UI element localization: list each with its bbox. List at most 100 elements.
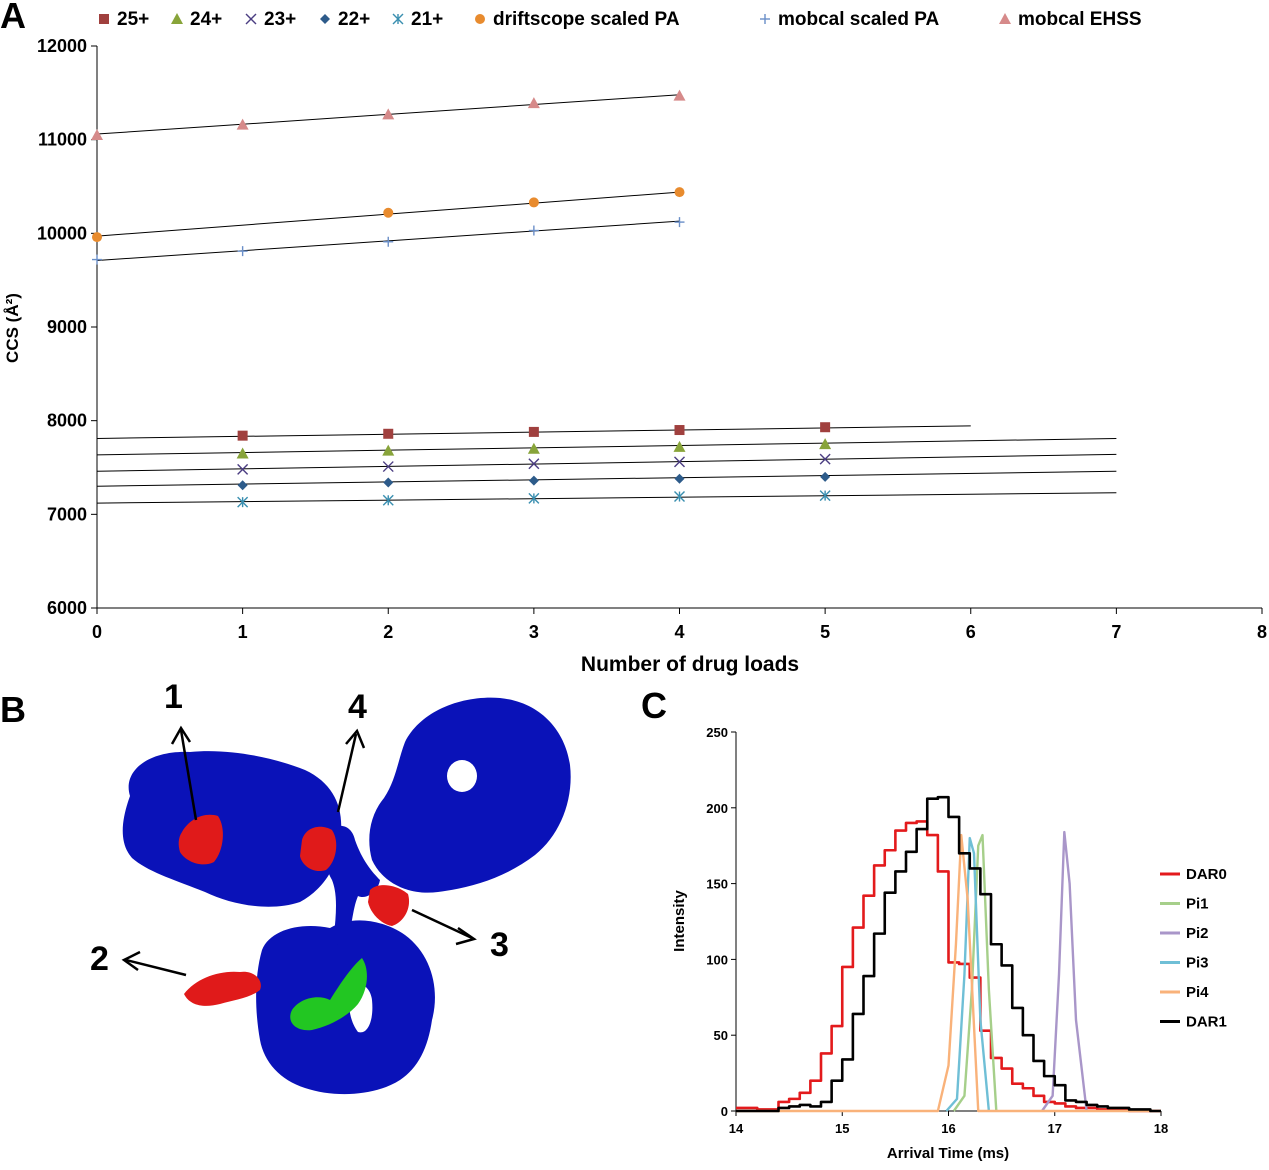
y-tick-label: 250 — [706, 725, 728, 740]
y-axis-label-c: Intensity — [671, 890, 688, 952]
series-c — [736, 795, 1161, 1113]
data-point — [236, 447, 249, 459]
y-tick-label: 9000 — [47, 317, 87, 337]
x-axis-label-a: Number of drug loads — [581, 653, 799, 676]
data-point — [382, 494, 394, 506]
x-axis-label-c: Arrival Time (ms) — [887, 1145, 1009, 1162]
data-point — [237, 496, 249, 508]
y-tick-label: 7000 — [47, 504, 87, 524]
data-point — [674, 187, 685, 198]
legend-label: DAR0 — [1186, 866, 1227, 883]
hinge-surface — [324, 825, 380, 946]
fab-right-surface — [369, 697, 571, 893]
glycan — [290, 958, 367, 1031]
x-tick-label: 3 — [529, 622, 539, 642]
arrow-4 — [336, 733, 358, 813]
legend-label: 21+ — [411, 9, 443, 30]
legend-marker — [392, 13, 404, 25]
x-tick-label: 17 — [1048, 1121, 1062, 1136]
series-line-dar1 — [736, 795, 1161, 1113]
legend-item: mobcal EHSS — [999, 9, 1142, 30]
series-line-dar0 — [736, 820, 1161, 1113]
data-point — [92, 232, 102, 243]
x-tick-label: 6 — [966, 622, 976, 642]
data-point — [382, 444, 395, 456]
legend-item: 22+ — [320, 9, 370, 30]
legend-marker — [760, 14, 770, 24]
legend-item: driftscope scaled PA — [475, 9, 680, 30]
x-tick-label: 16 — [941, 1121, 955, 1136]
data-point — [383, 207, 394, 218]
panel-letter-a: A — [0, 0, 26, 36]
legend-item: DAR1 — [1160, 1014, 1227, 1031]
series-line-pi3 — [945, 836, 991, 1112]
data-point — [528, 458, 540, 470]
legend-label: 22+ — [338, 9, 370, 30]
data-point — [674, 217, 685, 228]
fab-right-cavity — [447, 760, 477, 792]
site-label-3: 3 — [490, 926, 509, 964]
data-point — [528, 426, 539, 437]
site-arrows — [121, 725, 477, 977]
series-line-pi1 — [952, 833, 998, 1112]
legend-item: Pi1 — [1160, 896, 1209, 913]
site-label-1: 1 — [164, 678, 183, 716]
panel-b: B — [0, 678, 571, 1095]
legend-label: 24+ — [190, 9, 222, 30]
data-point — [236, 118, 249, 130]
legend-marker — [99, 14, 109, 24]
series-line-pi4 — [736, 833, 1161, 1113]
x-tick-label: 14 — [729, 1121, 744, 1136]
legend-label: mobcal EHSS — [1018, 9, 1142, 30]
legend-item: 24+ — [171, 9, 222, 30]
legend-label: 23+ — [264, 9, 296, 30]
data-point — [237, 430, 248, 441]
y-tick-label: 10000 — [37, 223, 87, 243]
panel-a: A 25+ 24+ 23+ 22+ 21+ driftscope scaled PA mob… — [0, 0, 1267, 676]
legend-item: Pi4 — [1160, 984, 1209, 1001]
legend-label: Pi2 — [1186, 925, 1209, 942]
legend-marker — [320, 14, 330, 24]
legend-marker — [171, 13, 183, 24]
data-point — [674, 425, 685, 436]
trendlines-a — [96, 94, 1117, 504]
ticks-c: 14 15 16 17 18 0 50 100 150 200 250 — [706, 725, 1168, 1136]
data-point — [528, 475, 539, 486]
data-point — [674, 491, 685, 503]
x-tick-label: 18 — [1154, 1121, 1168, 1136]
legend-marker — [245, 13, 257, 25]
x-tick-label: 4 — [674, 622, 684, 642]
legend-label: Pi1 — [1186, 896, 1209, 913]
series-line-pi2 — [1041, 830, 1088, 1112]
data-point — [819, 438, 832, 450]
legend-item: 21+ — [392, 9, 443, 30]
axes-a — [96, 46, 1262, 609]
legend-item: 23+ — [245, 9, 296, 30]
data-point — [820, 422, 831, 433]
markers-a — [91, 89, 832, 508]
legend-item: Pi3 — [1160, 955, 1209, 972]
legend-item: DAR0 — [1160, 866, 1227, 883]
data-point — [674, 473, 685, 484]
y-tick-label: 8000 — [47, 411, 87, 431]
data-point — [382, 108, 395, 120]
legend-label: Pi3 — [1186, 955, 1209, 972]
antibody-structure: 1 2 3 4 — [90, 678, 571, 1095]
y-tick-label: 6000 — [47, 598, 87, 618]
data-point — [673, 89, 686, 101]
legend-item: mobcal scaled PA — [760, 9, 939, 30]
legend-label: Pi4 — [1186, 984, 1209, 1001]
panel-c: C 14 15 16 17 18 0 50 100 150 200 250 DAR0 Pi1 Pi2 Pi… — [641, 685, 1227, 1162]
arrow-1 — [179, 729, 198, 821]
data-point — [527, 442, 540, 454]
legend-c: DAR0 Pi1 Pi2 Pi3 Pi4 DAR1 — [1160, 866, 1227, 1031]
x-tick-label: 2 — [383, 622, 393, 642]
legend-label: DAR1 — [1186, 1014, 1227, 1031]
x-tick-label: 7 — [1111, 622, 1121, 642]
arrow-2 — [125, 958, 187, 977]
legend-label: driftscope scaled PA — [493, 9, 680, 30]
data-point — [819, 490, 831, 502]
legend-a: 25+ 24+ 23+ 22+ 21+ driftscope scaled PA mobca… — [99, 9, 1142, 30]
x-tick-label: 1 — [238, 622, 248, 642]
